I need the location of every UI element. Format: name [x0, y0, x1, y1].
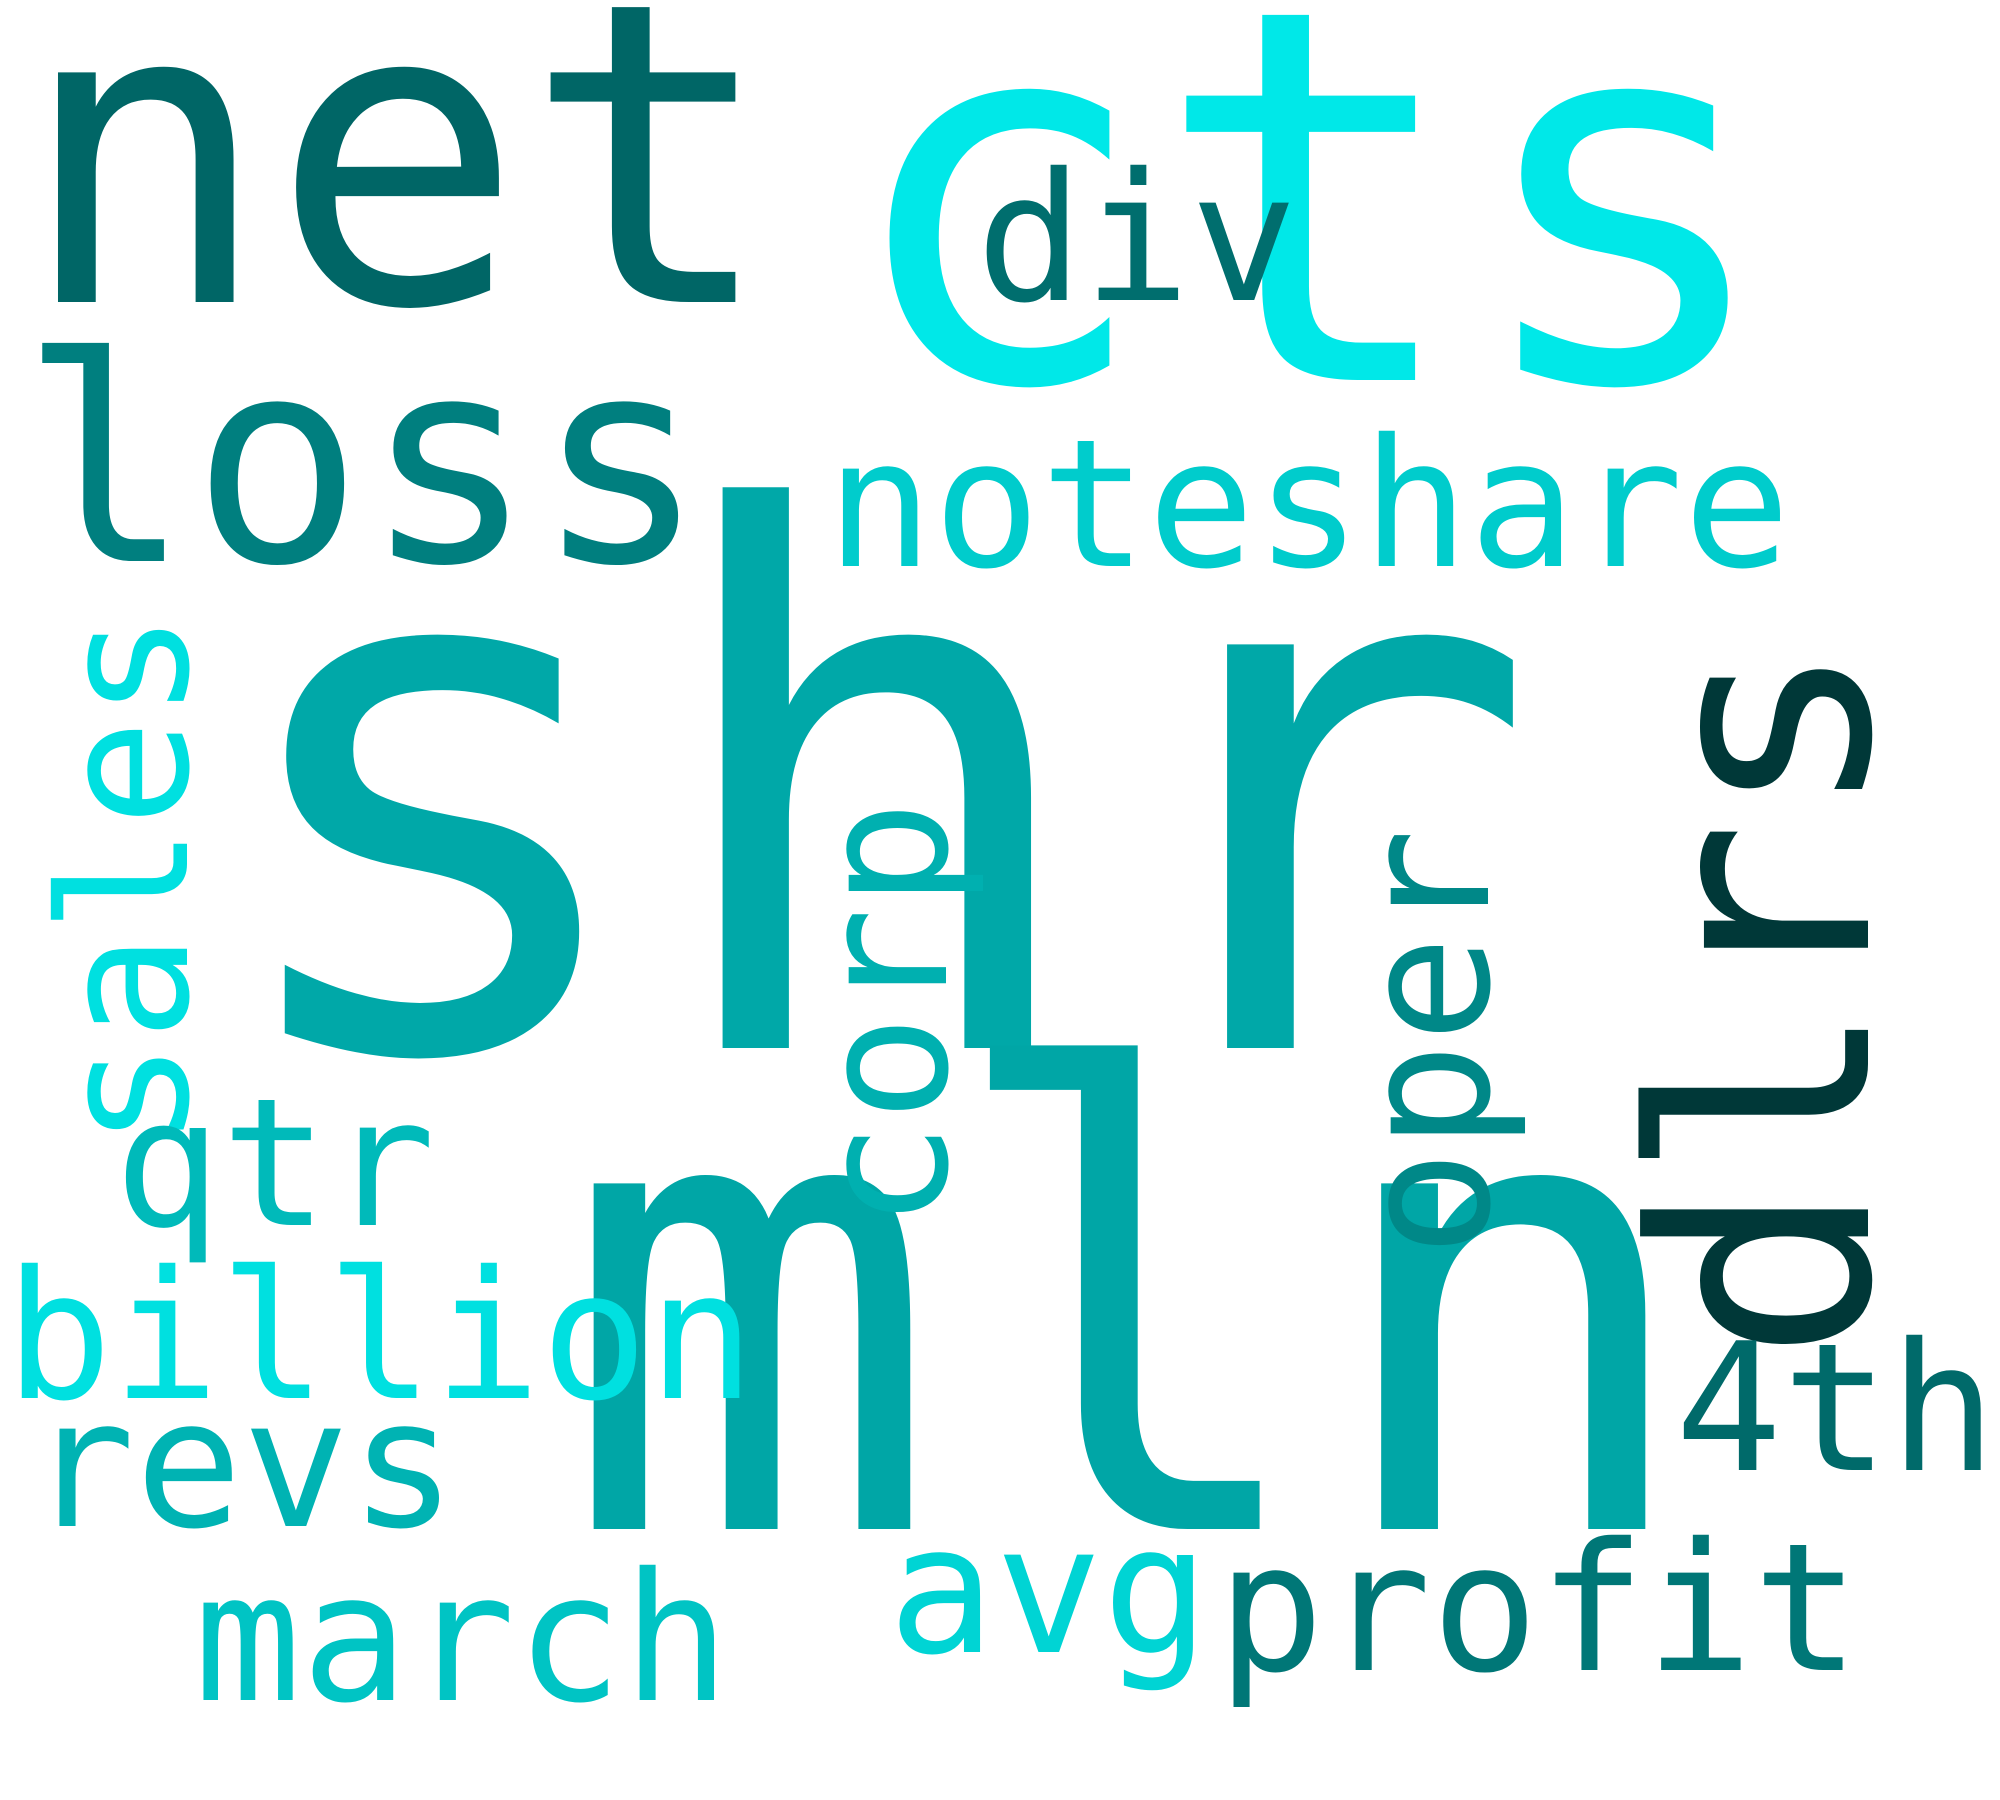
word-loss: loss — [20, 297, 707, 629]
word-revs: revs — [28, 1361, 457, 1568]
word-billion: billion — [5, 1233, 756, 1440]
word-dlrs: dlrs — [1590, 639, 1939, 1362]
word-net: net — [18, 0, 777, 402]
word-shr: shr — [208, 364, 1541, 1223]
word-qtr: qtr — [114, 1060, 436, 1267]
word-noteshare: noteshare — [826, 401, 1791, 608]
word-corp: corp — [781, 800, 988, 1229]
word-mln: mln — [560, 943, 1702, 1679]
word-march: march — [194, 1535, 730, 1742]
word-div: div — [976, 135, 1298, 342]
word-oper: oper — [1323, 828, 1530, 1257]
word-avg: avg — [888, 1487, 1210, 1694]
word-profit: profit — [1217, 1505, 1860, 1712]
word-cts: cts — [840, 0, 1780, 503]
word-4th: 4th — [1675, 1305, 1997, 1512]
